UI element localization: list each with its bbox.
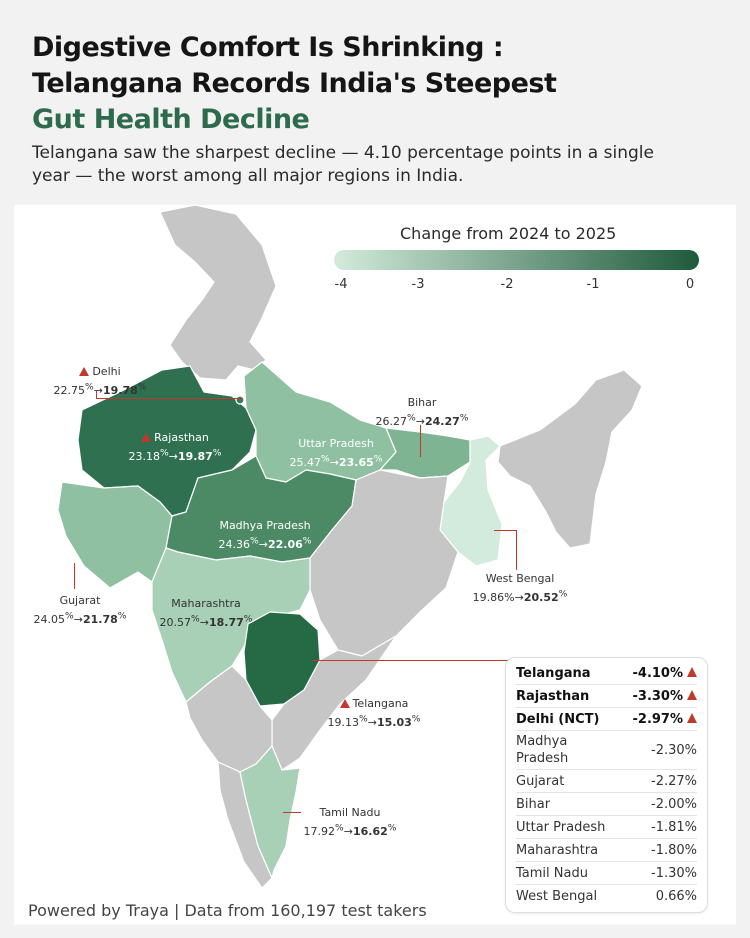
leader-line-bihar [420,425,421,457]
region-west-bengal [439,435,503,567]
leader-line-delhi [96,391,97,399]
page-title: Digestive Comfort Is Shrinking : Telanga… [32,30,722,138]
region-tamil-nadu [239,745,301,879]
legend-tick: -3 [411,277,425,292]
label-madhya-pradesh: Madhya Pradesh 24.36%→22.06% [218,519,312,551]
table-row: West Bengal 0.66% [516,889,697,904]
leader-line-tamil-nadu [283,812,301,813]
table-row: Bihar -2.00% [516,793,697,816]
label-maharashtra: Maharashtra 20.57%→18.77% [159,597,253,629]
legend-tick: -1 [586,277,600,292]
table-row: Tamil Nadu -1.30% [516,862,697,885]
warning-icon [79,367,90,376]
leader-line-west-bengal [494,530,516,531]
label-rajasthan: Rajasthan 23.18%→19.87% [128,431,222,463]
warning-icon [687,666,697,677]
legend-tick: -2 [500,277,514,292]
region-north [159,204,277,381]
table-row: Telangana -4.10% [516,662,697,685]
table-row: Rajasthan -3.30% [516,685,697,708]
region-east-central [309,469,459,657]
label-tamil-nadu: Tamil Nadu 17.92%→16.62% [303,806,397,838]
region-northeast [497,369,643,549]
legend-title: Change from 2024 to 2025 [400,224,617,243]
legend-tick: 0 [685,277,695,292]
leader-line-delhi [96,398,242,399]
label-telangana: Telangana 19.13%→15.03% [327,697,421,729]
warning-icon [687,712,697,723]
leader-line-west-bengal [516,530,517,570]
footer-credit: Powered by Traya | Data from 160,197 tes… [28,901,427,920]
label-uttar-pradesh: Uttar Pradesh 25.47%→23.65% [289,437,383,469]
title-line-3: Gut Health Decline [32,104,310,135]
table-row: Maharashtra -1.80% [516,839,697,862]
ranking-table: Telangana -4.10% Rajasthan -3.30% Delhi … [505,657,708,913]
region-andhra-pradesh [271,635,397,771]
leader-line-gujarat [74,563,75,589]
title-line-2: Telangana Records India's Steepest [32,68,557,99]
table-row: Uttar Pradesh -1.81% [516,816,697,839]
header: Digestive Comfort Is Shrinking : Telanga… [0,0,750,200]
title-line-1: Digestive Comfort Is Shrinking : [32,32,504,63]
label-delhi: Delhi 22.75%→19.78% [53,365,147,397]
subtitle: Telangana saw the sharpest decline — 4.1… [32,143,654,186]
warning-icon [141,433,152,442]
leader-line-telangana [312,660,517,661]
warning-icon [339,699,350,708]
table-row: Gujarat -2.27% [516,770,697,793]
label-gujarat: Gujarat 24.05%→21.78% [33,594,127,626]
legend-color-scale [334,250,699,270]
legend-tick: -4 [334,277,348,292]
table-row: Delhi (NCT) -2.97% [516,708,697,731]
warning-icon [687,689,697,700]
table-row: Madhya Pradesh -2.30% [516,731,697,770]
label-bihar: Bihar 26.27%→24.27% [375,396,469,428]
label-west-bengal: West Bengal 19.86%→20.52% [472,572,568,604]
region-gujarat [57,481,173,589]
